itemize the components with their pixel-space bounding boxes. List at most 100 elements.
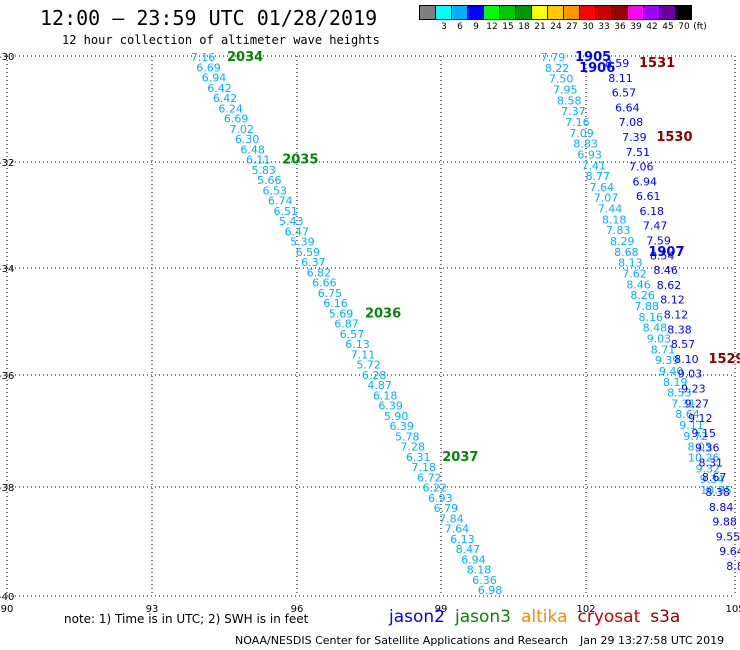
wave-height-value: 7.88 xyxy=(634,300,659,313)
wave-height-value: 7.08 xyxy=(619,116,644,129)
wave-height-value: 6.57 xyxy=(612,87,637,100)
wave-height-value: 6.36 xyxy=(472,574,497,587)
wave-height-value: 8.83 xyxy=(573,138,598,151)
scale-label: 6 xyxy=(457,22,463,32)
wave-height-value: 8.47 xyxy=(456,543,481,556)
wave-height-value: 6.39 xyxy=(389,420,414,433)
color-scale-bar xyxy=(419,5,692,20)
wave-height-value: 5.72 xyxy=(356,359,381,372)
page-title: 12:00 – 23:59 UTC 01/28/2019 xyxy=(40,6,378,30)
wave-height-value: 7.62 xyxy=(622,268,647,281)
wave-height-value: 7.95 xyxy=(553,83,578,96)
lat-tick-label: -34 xyxy=(0,264,14,275)
wave-height-value: 7.83 xyxy=(606,224,631,237)
wave-height-value: 8.64 xyxy=(675,408,700,421)
wave-height-value: 8.13 xyxy=(618,257,643,270)
lat-tick-label: -30 xyxy=(0,52,14,63)
wave-height-value: 7.39 xyxy=(622,131,647,144)
wave-height-value: 9.15 xyxy=(692,427,717,440)
scale-swatch xyxy=(483,5,500,20)
wave-height-value: 8.18 xyxy=(602,213,627,226)
scale-swatch xyxy=(675,5,692,20)
wave-height-value: 7.37 xyxy=(561,105,586,118)
wave-height-value: 5.69 xyxy=(329,307,354,320)
wave-height-value: 7.11 xyxy=(351,348,376,361)
scale-label: 45 xyxy=(662,22,674,32)
wave-height-value: 7.28 xyxy=(400,441,425,454)
wave-height-value: 8.10 xyxy=(674,353,699,366)
scale-swatch xyxy=(467,5,484,20)
wave-height-value: 8.29 xyxy=(610,235,635,248)
scale-label: 36 xyxy=(614,22,626,32)
wave-height-value: 6.48 xyxy=(240,143,265,156)
wave-height-value: 10.95 xyxy=(700,484,732,497)
wave-height-value: 6.13 xyxy=(345,338,370,351)
scale-label: 30 xyxy=(582,22,594,32)
wave-height-value: 6.28 xyxy=(362,369,387,382)
legend-cryosat: cryosat xyxy=(577,607,641,627)
wave-height-value: 6.42 xyxy=(213,92,238,105)
pass-time-label: 1907 xyxy=(648,245,684,260)
wave-height-value: 8.77 xyxy=(586,170,611,183)
wave-height-value: 6.22 xyxy=(423,482,448,495)
wave-height-value: 6.82 xyxy=(307,266,332,279)
wave-height-value: 7.16 xyxy=(191,51,216,64)
wave-height-value: 7.84 xyxy=(439,512,464,525)
wave-height-value: 9.72 xyxy=(683,430,708,443)
wave-height-value: 8.57 xyxy=(671,338,696,351)
wave-height-value: 9.39 xyxy=(655,354,680,367)
note-text: note: 1) Time is in UTC; 2) SWH is in fe… xyxy=(64,612,309,626)
wave-height-value: 8.38 xyxy=(667,323,692,336)
wave-height-value: 8.26 xyxy=(630,289,655,302)
wave-height-value: 6.94 xyxy=(633,175,658,188)
wave-height-value: 6.31 xyxy=(406,451,431,464)
wave-height-value: 6.53 xyxy=(263,184,288,197)
wave-height-value: 8.46 xyxy=(626,278,651,291)
lon-tick-label: 99 xyxy=(435,604,448,615)
wave-height-value: 8.67 xyxy=(702,471,727,484)
wave-height-value: 6.18 xyxy=(373,389,398,402)
wave-height-value: 8.68 xyxy=(614,246,639,259)
lat-tick-label: -40 xyxy=(0,592,14,603)
wave-height-value: 9.36 xyxy=(695,442,720,455)
wave-height-tracks: 7.166.696.946.426.426.246.697.026.306.48… xyxy=(191,50,740,597)
wave-height-value: 4.87 xyxy=(367,379,392,392)
legend-s3a: s3a xyxy=(650,607,681,627)
wave-height-value: 9.03 xyxy=(647,332,672,345)
footer-timestamp: Jan 29 13:27:58 UTC 2019 xyxy=(580,634,725,647)
wave-height-value: 9.40 xyxy=(659,365,684,378)
wave-height-value: 8.62 xyxy=(657,279,682,292)
wave-height-value: 6.13 xyxy=(450,533,475,546)
scale-label: 3 xyxy=(441,22,447,32)
wave-height-value: 6.18 xyxy=(639,205,664,218)
scale-swatch xyxy=(547,5,564,20)
lon-tick-label: 96 xyxy=(291,604,304,615)
wave-height-value: 8.12 xyxy=(660,294,685,307)
wave-height-value: 5.90 xyxy=(384,410,409,423)
wave-height-value: 8.22 xyxy=(545,62,570,75)
page-subtitle: 12 hour collection of altimeter wave hei… xyxy=(62,33,380,47)
wave-height-value: 7.41 xyxy=(582,159,607,172)
axis-tick-labels: 90 93 96 99 102 105 -30 -32 -34 -36 -38 -40 xyxy=(0,52,740,615)
wave-height-value: 5.83 xyxy=(251,164,276,177)
wave-height-value: 7.31 xyxy=(671,397,696,410)
legend-jason2: jason2 xyxy=(389,607,445,627)
wave-height-value: 8.8 xyxy=(726,560,740,573)
scale-swatch xyxy=(611,5,628,20)
wave-height-value: 7.50 xyxy=(549,73,574,86)
wave-height-value: 6.11 xyxy=(246,154,271,167)
wave-height-value: 8.48 xyxy=(643,322,668,335)
pass-time-label: 1531 xyxy=(639,56,675,71)
pass-time-label: 1529 xyxy=(708,352,740,367)
wave-height-value: 9.55 xyxy=(716,530,740,543)
wave-height-value: 6.94 xyxy=(202,72,227,85)
scale-label: 15 xyxy=(502,22,514,32)
wave-height-value: 6.59 xyxy=(296,246,321,259)
wave-height-value: 7.79 xyxy=(541,51,566,64)
wave-height-value: 5.39 xyxy=(290,236,315,249)
wave-height-value: 6.87 xyxy=(334,318,359,331)
wave-height-value: 5.43 xyxy=(279,215,304,228)
wave-height-value: 9.23 xyxy=(681,382,706,395)
wave-height-value: 6.64 xyxy=(615,101,640,114)
